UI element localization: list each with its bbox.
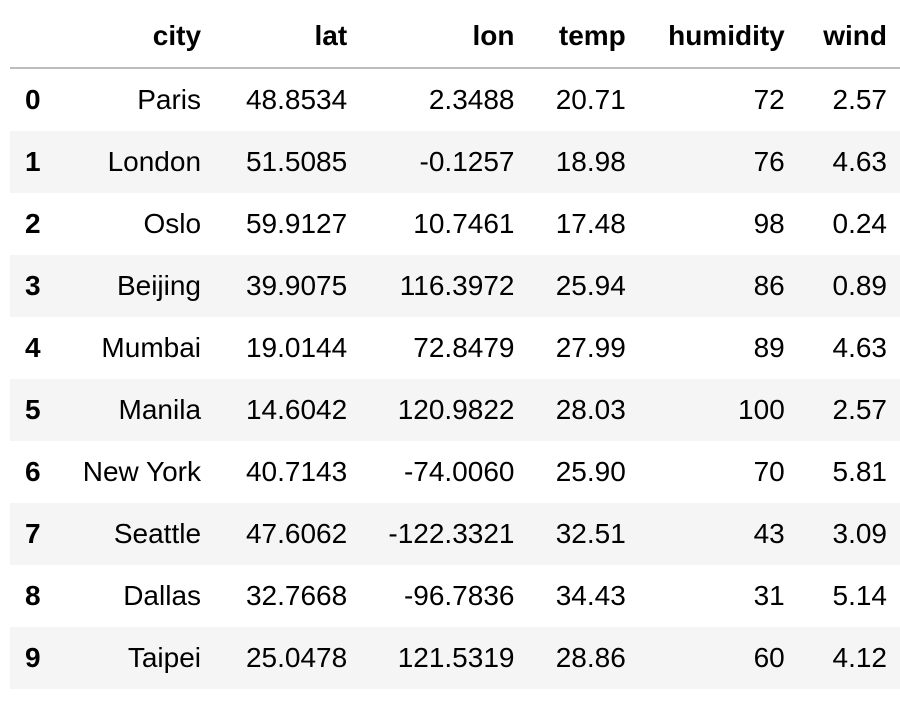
table-body: 0 Paris 48.8534 2.3488 20.71 72 2.57 1 London 51.… — [10, 68, 900, 689]
table-row: 0 Paris 48.8534 2.3488 20.71 72 2.57 — [10, 68, 900, 131]
row-index: 1 — [25, 146, 41, 177]
table-row: 5 Manila 14.6042 120.9822 28.03 100 2.57 — [10, 379, 900, 441]
cell-city: London — [107, 146, 202, 177]
cell-lat: 48.8534 — [245, 84, 348, 115]
column-header-city: city — [70, 5, 215, 69]
cell-lat: 40.7143 — [245, 456, 348, 487]
table-header: city lat lon temp humidity wind — [10, 5, 900, 69]
cell-city: Dallas — [123, 580, 202, 611]
cell-lon: 116.3972 — [399, 270, 515, 301]
cell-city: Taipei — [127, 642, 202, 673]
column-header-lon: lon — [360, 5, 528, 69]
cell-city: Mumbai — [101, 332, 202, 363]
column-header-wind: wind — [797, 5, 900, 69]
row-index: 3 — [25, 270, 41, 301]
table-row: 2 Oslo 59.9127 10.7461 17.48 98 0.24 — [10, 193, 900, 255]
cell-city: Manila — [118, 394, 202, 425]
cell-temp: 27.99 — [555, 332, 626, 363]
cell-temp: 25.94 — [555, 270, 626, 301]
cell-lat: 47.6062 — [245, 518, 348, 549]
cell-lon: 2.3488 — [428, 84, 515, 115]
column-header-lat: lat — [214, 5, 361, 69]
cell-lat: 39.9075 — [245, 270, 348, 301]
cell-lon: 121.5319 — [397, 642, 515, 673]
cell-wind: 3.09 — [832, 518, 888, 549]
cell-lon: 10.7461 — [413, 208, 515, 239]
row-index: 5 — [25, 394, 41, 425]
header-row: city lat lon temp humidity wind — [10, 5, 900, 69]
table-row: 1 London 51.5085 -0.1257 18.98 76 4.63 — [10, 131, 900, 193]
cell-city: New York — [82, 456, 202, 487]
row-index: 6 — [25, 456, 41, 487]
table-row: 4 Mumbai 19.0144 72.8479 27.99 89 4.63 — [10, 317, 900, 379]
cell-lon: -96.7836 — [403, 580, 515, 611]
table-row: 6 New York 40.7143 -74.0060 25.90 70 5.81 — [10, 441, 900, 503]
cell-lat: 14.6042 — [245, 394, 348, 425]
row-index: 8 — [25, 580, 41, 611]
row-index: 0 — [25, 84, 41, 115]
cell-humidity: 98 — [753, 208, 785, 239]
cell-lat: 59.9127 — [245, 208, 348, 239]
cell-city: Beijing — [116, 270, 202, 301]
dataframe-table: city lat lon temp humidity wind 0 Paris 48… — [10, 5, 900, 689]
cell-humidity: 43 — [753, 518, 785, 549]
cell-temp: 28.86 — [555, 642, 626, 673]
cell-lon: -0.1257 — [419, 146, 515, 177]
cell-humidity: 100 — [738, 394, 785, 425]
row-index: 4 — [25, 332, 41, 363]
cell-temp: 34.43 — [555, 580, 626, 611]
row-index: 7 — [25, 518, 41, 549]
cell-lat: 25.0478 — [245, 642, 348, 673]
column-header-temp: temp — [527, 5, 639, 69]
cell-humidity: 60 — [753, 642, 785, 673]
cell-city: Paris — [137, 84, 202, 115]
cell-wind: 4.63 — [832, 146, 888, 177]
cell-lat: 51.5085 — [245, 146, 348, 177]
cell-humidity: 86 — [753, 270, 785, 301]
table-row: 3 Beijing 39.9075 116.3972 25.94 86 0.89 — [10, 255, 900, 317]
cell-humidity: 70 — [753, 456, 785, 487]
cell-temp: 20.71 — [555, 84, 626, 115]
cell-humidity: 76 — [753, 146, 785, 177]
cell-wind: 2.57 — [832, 84, 888, 115]
cell-lat: 19.0144 — [245, 332, 348, 363]
row-index: 9 — [25, 642, 41, 673]
cell-humidity: 89 — [753, 332, 785, 363]
cell-wind: 0.89 — [832, 270, 888, 301]
cell-temp: 28.03 — [555, 394, 626, 425]
table-row: 9 Taipei 25.0478 121.5319 28.86 60 4.12 — [10, 627, 900, 689]
index-header — [10, 5, 71, 69]
cell-lon: -74.0060 — [403, 456, 515, 487]
table-row: 7 Seattle 47.6062 -122.3321 32.51 43 3.09 — [10, 503, 900, 565]
cell-wind: 0.24 — [832, 208, 888, 239]
cell-humidity: 31 — [753, 580, 785, 611]
cell-temp: 25.90 — [555, 456, 626, 487]
cell-lon: 120.9822 — [397, 394, 515, 425]
cell-city: Seattle — [113, 518, 202, 549]
cell-lat: 32.7668 — [245, 580, 348, 611]
row-index: 2 — [25, 208, 41, 239]
cell-city: Oslo — [143, 208, 202, 239]
cell-wind: 4.63 — [832, 332, 888, 363]
cell-lon: -122.3321 — [388, 518, 515, 549]
cell-temp: 32.51 — [555, 518, 626, 549]
cell-wind: 2.57 — [832, 394, 888, 425]
cell-temp: 17.48 — [555, 208, 626, 239]
cell-wind: 5.14 — [832, 580, 888, 611]
cell-wind: 4.12 — [832, 642, 888, 673]
table-row: 8 Dallas 32.7668 -96.7836 34.43 31 5.14 — [10, 565, 900, 627]
cell-temp: 18.98 — [555, 146, 626, 177]
cell-lon: 72.8479 — [413, 332, 515, 363]
cell-humidity: 72 — [753, 84, 785, 115]
cell-wind: 5.81 — [832, 456, 888, 487]
column-header-humidity: humidity — [638, 5, 798, 69]
